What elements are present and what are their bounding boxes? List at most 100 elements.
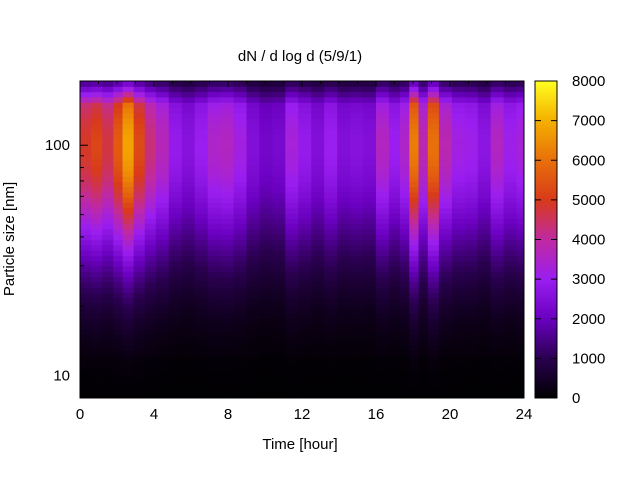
heatmap-cell [311,181,325,188]
heatmap-cell [194,112,209,119]
heatmap-cell [324,302,338,309]
heatmap-cell [409,123,420,130]
heatmap-cell [168,265,183,272]
heatmap-cell [194,382,209,389]
heatmap-cell [350,361,364,367]
heatmap-cell [418,260,429,267]
heatmap-cell [113,234,124,241]
heatmap-cell [311,223,325,230]
heatmap-cell [181,112,196,119]
heatmap-cell [400,207,410,214]
heatmap-cell [490,170,505,177]
heatmap-cell [113,324,124,330]
heatmap-cell [337,355,351,362]
heatmap-cell [337,255,351,262]
heatmap-cell [272,287,286,293]
heatmap-cell [418,202,429,209]
heatmap-cell [220,313,235,320]
heatmap-cell [400,191,410,198]
heatmap-cell [400,128,410,135]
heatmap-cell [409,102,420,109]
heatmap-cell [376,202,390,209]
heatmap-cell [144,123,157,130]
heatmap-cell [220,265,235,272]
heatmap-cell [464,91,479,98]
heatmap-cell [259,371,273,378]
heatmap-cell [324,376,338,383]
heatmap-cell [451,186,466,193]
heatmap-cell [272,123,286,130]
heatmap-cell [427,255,440,262]
heatmap-cell [350,181,364,188]
heatmap-cell [516,355,524,362]
heatmap-cell [181,223,196,230]
heatmap-cell [122,244,135,251]
heatmap-cell [418,281,429,288]
heatmap-cell [477,260,492,267]
heatmap-cell [324,239,338,246]
heatmap-cell [246,350,261,357]
heatmap-cell [311,213,325,219]
heatmap-cells [80,81,524,398]
heatmap-cell [324,265,338,272]
heatmap-cell [122,276,135,283]
heatmap-cell [80,144,92,151]
heatmap-cell [311,313,325,320]
heatmap-cell [311,170,325,177]
heatmap-cell [168,339,183,346]
heatmap-cell [409,382,420,389]
heatmap-cell [259,308,273,315]
heatmap-cell [168,355,183,362]
heatmap-cell [464,197,479,204]
heatmap-cell [324,91,338,98]
heatmap-cell [503,376,518,383]
heatmap-cell [233,133,248,140]
heatmap-cell [168,123,183,130]
heatmap-cell [503,81,518,87]
heatmap-cell [427,112,440,119]
heatmap-cell [155,361,170,367]
heatmap-cell [337,302,351,309]
heatmap-cell [409,117,420,124]
heatmap-cell [133,102,146,109]
heatmap-cell [451,191,466,198]
heatmap-cell [102,144,114,151]
heatmap-cell [102,170,114,177]
heatmap-cell [80,371,92,378]
heatmap-cell [102,234,114,241]
heatmap-cell [168,218,183,225]
heatmap-cell [207,334,222,341]
heatmap-cell [133,345,146,352]
heatmap-cell [503,345,518,352]
heatmap-cell [155,133,170,140]
heatmap-cell [102,318,114,325]
heatmap-cell [451,318,466,325]
heatmap-cell [324,144,338,151]
heatmap-cell [102,133,114,140]
heatmap-cell [427,376,440,383]
heatmap-cell [464,313,479,320]
heatmap-cell [246,102,261,109]
heatmap-cell [285,376,299,383]
heatmap-cell [324,202,338,209]
heatmap-cell [427,181,440,188]
heatmap-cell [285,81,299,87]
heatmap-cell [337,324,351,330]
heatmap-cell [144,276,157,283]
heatmap-cell [181,308,196,315]
heatmap-cell [181,181,196,188]
heatmap-cell [464,297,479,304]
heatmap-cell [113,366,124,373]
heatmap-cell [388,170,401,177]
heatmap-cell [133,371,146,378]
heatmap-cell [181,334,196,341]
heatmap-cell [418,334,429,341]
heatmap-cell [207,91,222,98]
heatmap-cell [194,86,209,93]
heatmap-cell [418,297,429,304]
heatmap-cell [503,149,518,156]
heatmap-cell [113,387,124,394]
heatmap-cell [438,260,453,267]
heatmap-cell [503,186,518,193]
heatmap-cell [376,133,390,140]
